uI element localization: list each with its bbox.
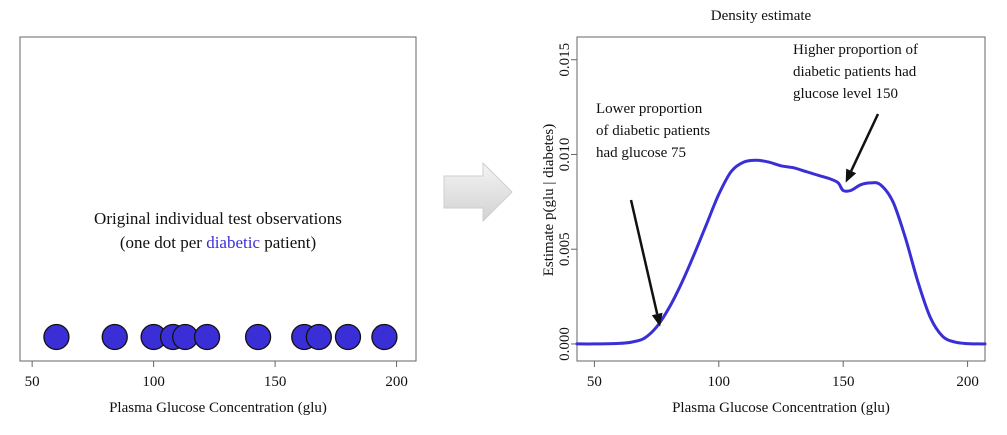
annotation-lower-proportion: Lower proportion of diabetic patients had … <box>596 101 710 161</box>
density-series-line <box>575 158 987 346</box>
right-chart-title: Density estimate <box>711 8 812 24</box>
observation-point <box>371 323 398 351</box>
left-x-ticks: 50 100 150 200 <box>25 361 408 390</box>
left-x-tick-label: 100 <box>142 374 165 390</box>
right-x-tick-label: 200 <box>956 374 979 390</box>
transition-arrow-icon <box>443 161 513 223</box>
annotation-line: glucose level 150 <box>793 86 898 102</box>
annotation-line: Higher proportion of <box>793 42 918 58</box>
right-y-tick-label: 0.015 <box>557 43 573 77</box>
observation-point <box>101 323 128 351</box>
annotation-line: Lower proportion <box>596 101 703 117</box>
observation-point <box>43 323 70 351</box>
left-x-tick-label: 200 <box>385 374 408 390</box>
right-y-tick-label: 0.005 <box>557 232 573 266</box>
right-x-ticks: 50 100 150 200 <box>587 361 979 390</box>
left-annotation-highlight: diabetic <box>206 233 260 252</box>
left-x-tick-label: 50 <box>25 374 40 390</box>
observation-point <box>193 323 221 351</box>
left-x-tick-label: 150 <box>264 374 287 390</box>
left-annotation-suffix: patient) <box>260 233 316 252</box>
annotation-line: of diabetic patients <box>596 123 710 139</box>
right-y-tick-label: 0.000 <box>557 327 573 361</box>
annotation-arrow-higher <box>850 113 880 172</box>
annotation-higher-proportion: Higher proportion of diabetic patients ha… <box>793 42 918 102</box>
left-plot-frame <box>19 36 417 362</box>
left-annotation-prefix: (one dot per <box>120 233 206 252</box>
left-points <box>43 323 398 351</box>
right-y-tick-label: 0.010 <box>557 138 573 172</box>
observation-point <box>244 323 272 351</box>
left-annotation-line1: Original individual test observations <box>94 209 342 228</box>
right-x-tick-label: 50 <box>587 374 602 390</box>
observation-point <box>305 323 332 351</box>
left-chart: 50 100 150 200 Original individual test obs… <box>19 36 417 416</box>
arrowhead-lower-icon <box>651 312 663 327</box>
annotation-line: diabetic patients had <box>793 64 917 80</box>
right-x-tick-label: 150 <box>832 374 855 390</box>
left-annotation-line2: (one dot per diabetic patient) <box>120 233 316 252</box>
right-x-axis-label: Plasma Glucose Concentration (glu) <box>672 400 890 416</box>
left-x-axis-label: Plasma Glucose Concentration (glu) <box>109 400 327 416</box>
observation-point <box>334 323 362 351</box>
right-y-axis-label: Estimate p(glu | diabetes) <box>541 124 557 277</box>
annotation-arrow-lower <box>629 199 659 315</box>
right-chart: Density estimate 50 100 150 200 0.0000.0050… <box>541 8 987 416</box>
arrowhead-higher-icon <box>845 168 857 183</box>
annotation-line: had glucose 75 <box>596 145 686 161</box>
right-y-ticks: 0.000 0.005 0.010 0.015 <box>557 43 577 361</box>
right-plot-frame <box>576 36 986 362</box>
right-x-tick-label: 100 <box>708 374 731 390</box>
